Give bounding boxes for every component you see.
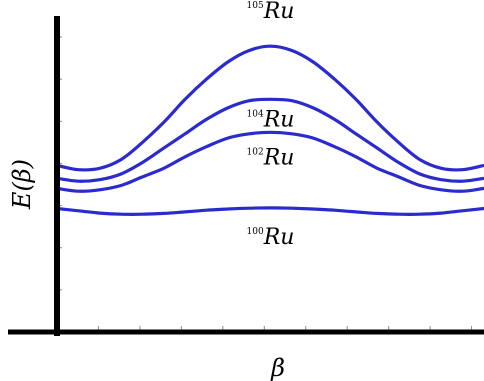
curve-ru-105 (56, 44, 484, 172)
element-symbol: Ru (263, 0, 295, 24)
mass-number: 100 (247, 227, 264, 237)
curve-ru-100 (56, 206, 484, 216)
element-symbol: Ru (263, 225, 295, 250)
element-symbol: Ru (263, 145, 295, 170)
label-ru-104: 104Ru (247, 107, 295, 132)
mass-number: 104 (247, 109, 264, 119)
curve-ru-102 (56, 130, 484, 193)
mass-number: 105 (247, 1, 264, 11)
label-ru-102: 102Ru (247, 145, 295, 170)
label-ru-100: 100Ru (247, 225, 295, 250)
y-axis-label: E(β) (8, 159, 36, 210)
label-ru-105: 105Ru (247, 0, 295, 24)
element-symbol: Ru (263, 107, 295, 132)
mass-number: 102 (247, 147, 264, 157)
energy-curves (56, 44, 484, 216)
x-axis-label: β (270, 354, 285, 381)
curve-ru-104 (56, 97, 484, 183)
